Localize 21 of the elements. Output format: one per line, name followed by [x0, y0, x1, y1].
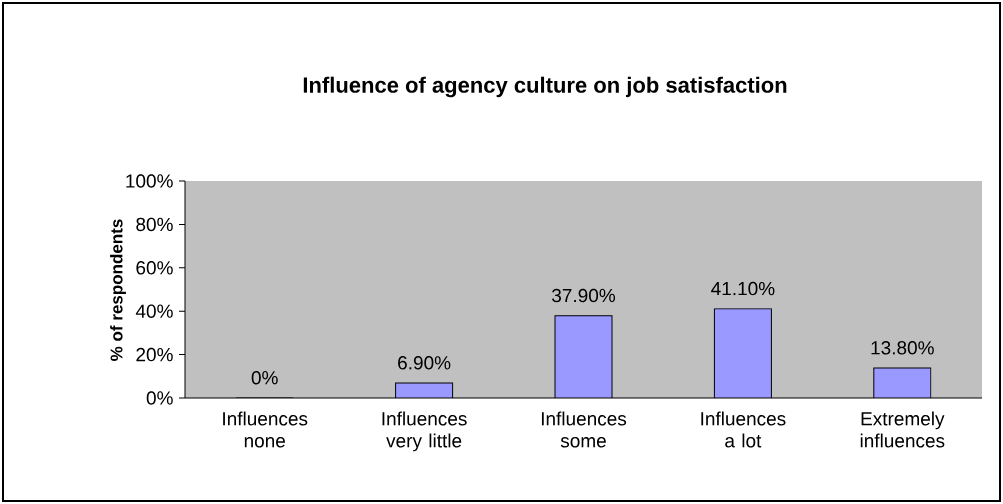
- x-tick-label: Influences none: [223, 411, 308, 448]
- x-tick-label: Influences some: [541, 411, 627, 448]
- y-tick-label: 100%: [126, 174, 173, 188]
- y-tick-label: 40%: [135, 304, 173, 318]
- bar: [555, 315, 613, 398]
- y-tick-label: 60%: [136, 261, 173, 275]
- y-tick-label: 0%: [146, 391, 173, 405]
- data-label: 0%: [251, 371, 278, 385]
- x-tick-label: Extremely influences: [860, 411, 945, 448]
- x-tick-label: Influences a lot: [701, 411, 786, 448]
- x-tick-label: Influences very little: [382, 411, 467, 452]
- y-tick-label: 80%: [136, 217, 173, 232]
- data-label: 37.90%: [552, 288, 616, 303]
- y-axis-title: % of respondents: [110, 219, 126, 361]
- y-tick-label: 20%: [136, 347, 173, 362]
- data-label: 41.10%: [711, 281, 775, 296]
- bar: [873, 367, 932, 398]
- data-label: 13.80%: [871, 341, 934, 355]
- data-label: 6.90%: [398, 356, 451, 370]
- bar: [714, 308, 772, 398]
- chart-title: Influence of agency culture on job satisfaction: [303, 76, 787, 98]
